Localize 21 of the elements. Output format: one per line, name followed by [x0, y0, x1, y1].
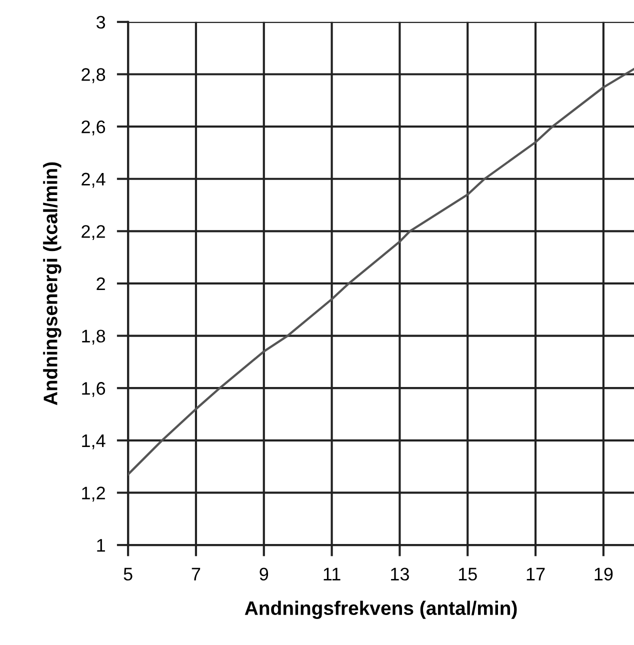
y-tick-label: 1,6 — [82, 382, 106, 397]
y-tick-label: 2,2 — [82, 225, 105, 240]
x-tick-label: 15 — [458, 568, 477, 581]
y-tick-label: 2,6 — [82, 120, 106, 136]
y-tick-label: 2,8 — [82, 68, 106, 84]
x-tick-label: 5 — [124, 568, 132, 581]
x-tick-label: 11 — [324, 568, 340, 580]
x-axis-title: Andningsfrekvens (antal/min) — [244, 600, 517, 619]
x-tick-label: 19 — [594, 568, 613, 581]
y-axis-title: Andningsenergi (kcal/min) — [43, 162, 62, 406]
y-tick-label: 1,8 — [82, 330, 106, 345]
x-tick-label: 9 — [260, 568, 268, 581]
x-tick-label: 7 — [192, 568, 200, 580]
y-tick-label: 3 — [96, 16, 106, 29]
y-tick-label: 1,4 — [82, 434, 106, 450]
y-tick-label: 2 — [96, 277, 105, 290]
y-tick-label: 1 — [97, 539, 105, 552]
y-tick-label: 1,2 — [82, 486, 105, 502]
x-tick-label: 17 — [526, 568, 545, 580]
x-tick-label: 13 — [391, 568, 409, 581]
y-tick-label: 2,4 — [82, 172, 106, 188]
